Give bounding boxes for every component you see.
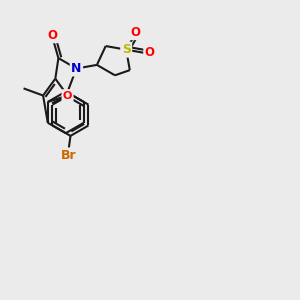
Text: O: O bbox=[145, 46, 155, 59]
Text: O: O bbox=[130, 26, 140, 39]
Text: O: O bbox=[47, 29, 58, 42]
Text: O: O bbox=[63, 91, 72, 100]
Text: N: N bbox=[71, 62, 82, 75]
Text: S: S bbox=[122, 43, 131, 56]
Text: Br: Br bbox=[61, 149, 76, 162]
